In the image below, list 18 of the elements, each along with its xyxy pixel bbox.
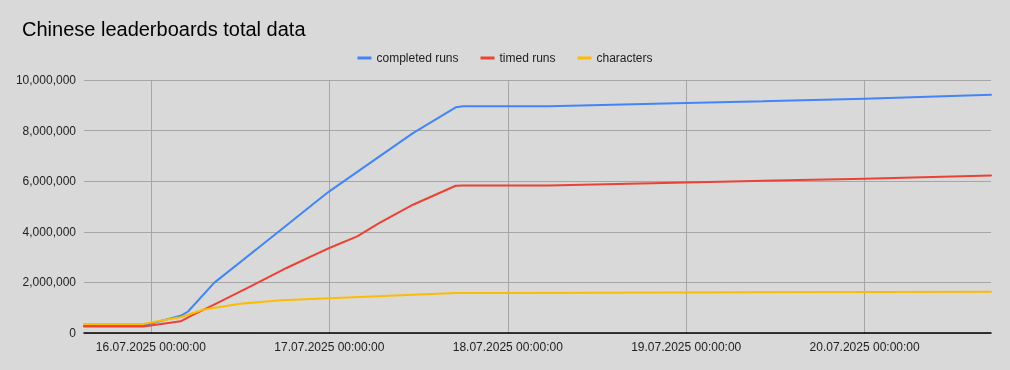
y-tick-label: 8,000,000	[22, 123, 77, 138]
y-tick-label: 6,000,000	[22, 174, 77, 189]
line-series	[83, 93, 992, 327]
line-series	[83, 290, 992, 325]
legend-label: completed runs	[376, 51, 459, 65]
y-tick-label: 0	[69, 326, 77, 340]
chart-title: Chinese leaderboards total data	[22, 18, 307, 40]
line-series	[83, 174, 992, 328]
y-tick-label: 2,000,000	[22, 275, 77, 290]
y-tick-label: 4,000,000	[22, 224, 77, 239]
x-tick-label: 20.07.2025 00:00:00	[809, 340, 920, 354]
x-tick-label: 19.07.2025 00:00:00	[631, 340, 742, 354]
y-tick-label: 10,000,000	[15, 73, 77, 87]
x-tick-label: 17.07.2025 00:00:00	[274, 340, 385, 354]
x-tick-label: 18.07.2025 00:00:00	[452, 340, 564, 354]
legend-label: characters	[596, 51, 653, 65]
legend-label: timed runs	[499, 51, 556, 65]
x-tick-label: 16.07.2025 00:00:00	[95, 340, 207, 354]
